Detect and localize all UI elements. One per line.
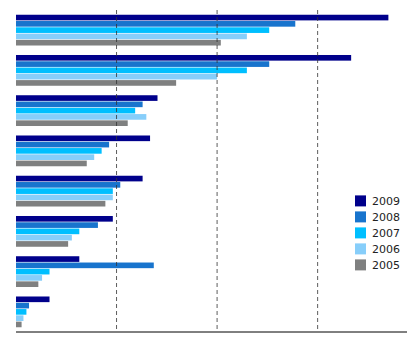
chart: 2009 2008 2007 2006 2005 bbox=[0, 0, 419, 350]
chart-container: 2009 2008 2007 2006 2005 bbox=[0, 0, 419, 350]
bar bbox=[16, 142, 109, 148]
grid-line bbox=[217, 10, 218, 332]
bar bbox=[16, 108, 135, 114]
legend-label: 2007 bbox=[372, 227, 400, 240]
bar bbox=[16, 148, 102, 154]
legend-label: 2009 bbox=[372, 195, 400, 208]
bar bbox=[16, 216, 113, 222]
legend-label: 2005 bbox=[372, 259, 400, 272]
bar bbox=[16, 315, 23, 321]
bars bbox=[16, 15, 388, 328]
bar bbox=[16, 195, 113, 201]
bar bbox=[16, 281, 38, 287]
bar bbox=[16, 275, 42, 281]
legend-label: 2006 bbox=[372, 243, 400, 256]
bar bbox=[16, 61, 269, 67]
bar bbox=[16, 114, 146, 120]
bar bbox=[16, 21, 295, 27]
bar bbox=[16, 15, 388, 21]
legend-swatch bbox=[355, 211, 366, 222]
bar bbox=[16, 27, 269, 33]
legend-swatch bbox=[355, 243, 366, 254]
bar bbox=[16, 296, 50, 302]
bar bbox=[16, 263, 154, 269]
bar bbox=[16, 80, 176, 86]
bar bbox=[16, 182, 120, 188]
bar bbox=[16, 201, 105, 207]
legend-swatch bbox=[355, 227, 366, 238]
grid-line bbox=[116, 10, 117, 332]
bar bbox=[16, 176, 143, 182]
legend-swatch bbox=[355, 259, 366, 270]
bar bbox=[16, 235, 72, 241]
legend-swatch bbox=[355, 195, 366, 206]
bar bbox=[16, 40, 221, 46]
bar bbox=[16, 161, 87, 167]
legend-label: 2008 bbox=[372, 211, 400, 224]
bar bbox=[16, 241, 68, 247]
bar bbox=[16, 309, 26, 315]
grid-line bbox=[317, 10, 318, 332]
bar bbox=[16, 34, 247, 40]
bar bbox=[16, 120, 128, 126]
bar bbox=[16, 229, 79, 235]
bar bbox=[16, 95, 158, 101]
bar bbox=[16, 102, 143, 108]
grid bbox=[117, 10, 318, 332]
bar bbox=[16, 68, 247, 74]
bar bbox=[16, 55, 351, 61]
bar bbox=[16, 154, 94, 160]
bar bbox=[16, 222, 98, 228]
bar bbox=[16, 303, 29, 309]
bar bbox=[16, 135, 150, 141]
bar bbox=[16, 256, 79, 262]
bar bbox=[16, 269, 50, 275]
bar bbox=[16, 188, 113, 194]
x-axis-line bbox=[16, 332, 407, 333]
bar bbox=[16, 322, 22, 328]
legend: 2009 2008 2007 2006 2005 bbox=[355, 195, 400, 272]
